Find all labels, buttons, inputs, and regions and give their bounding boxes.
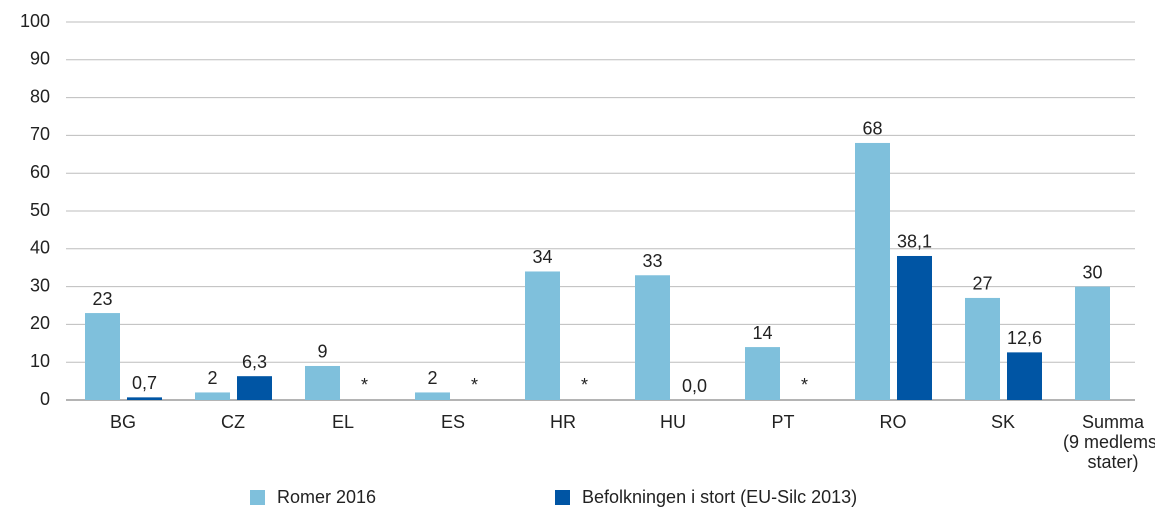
data-label: 30 [1082, 262, 1102, 282]
bar [635, 275, 670, 400]
bar [127, 397, 162, 400]
legend-label: Romer 2016 [277, 487, 376, 507]
bar [855, 142, 890, 400]
y-tick-label: 100 [20, 11, 50, 31]
data-label: 68 [862, 119, 882, 139]
data-label: 0,7 [132, 373, 157, 393]
bar [525, 271, 560, 400]
x-tick-label: BG [110, 412, 136, 432]
bar [237, 376, 272, 400]
y-tick-label: 20 [30, 313, 50, 333]
y-tick-label: 80 [30, 86, 50, 106]
bar [745, 347, 780, 400]
data-label: 27 [972, 274, 992, 294]
data-label: 2 [207, 368, 217, 388]
bar [305, 365, 340, 400]
legend-swatch [250, 490, 265, 505]
y-tick-label: 60 [30, 162, 50, 182]
data-label: 0,0 [682, 376, 707, 396]
data-label: 9 [317, 342, 327, 362]
bar [965, 297, 1000, 400]
data-label: 38,1 [897, 232, 932, 252]
data-label: * [361, 375, 368, 395]
legend-swatch [555, 490, 570, 505]
bar [85, 313, 120, 400]
x-tick-label: CZ [221, 412, 245, 432]
x-tick-label: EL [332, 412, 354, 432]
bar [195, 392, 230, 400]
data-label: 33 [642, 251, 662, 271]
x-tick-label: SK [991, 412, 1015, 432]
y-tick-label: 0 [40, 389, 50, 409]
y-tick-label: 30 [30, 275, 50, 295]
data-label: 12,6 [1007, 328, 1042, 348]
data-label: 34 [532, 247, 552, 267]
y-tick-label: 90 [30, 49, 50, 69]
bar [1075, 286, 1110, 400]
data-label: * [581, 375, 588, 395]
bar [897, 255, 932, 400]
data-label: 23 [92, 289, 112, 309]
y-tick-label: 10 [30, 351, 50, 371]
y-tick-label: 50 [30, 200, 50, 220]
y-tick-label: 40 [30, 238, 50, 258]
x-tick-label: Summa (9 medlems-stater) [1063, 412, 1155, 472]
data-label: * [801, 375, 808, 395]
bar [1007, 352, 1042, 400]
bar [415, 392, 450, 400]
x-tick-label: PT [771, 412, 794, 432]
data-label: 14 [752, 323, 772, 343]
x-tick-label: ES [441, 412, 465, 432]
data-label: 6,3 [242, 352, 267, 372]
legend-label: Befolkningen i stort (EU-Silc 2013) [582, 487, 857, 507]
data-label: * [471, 375, 478, 395]
x-tick-label: RO [880, 412, 907, 432]
data-label: 2 [427, 368, 437, 388]
y-tick-label: 70 [30, 124, 50, 144]
x-tick-label: HR [550, 412, 576, 432]
x-tick-label: HU [660, 412, 686, 432]
